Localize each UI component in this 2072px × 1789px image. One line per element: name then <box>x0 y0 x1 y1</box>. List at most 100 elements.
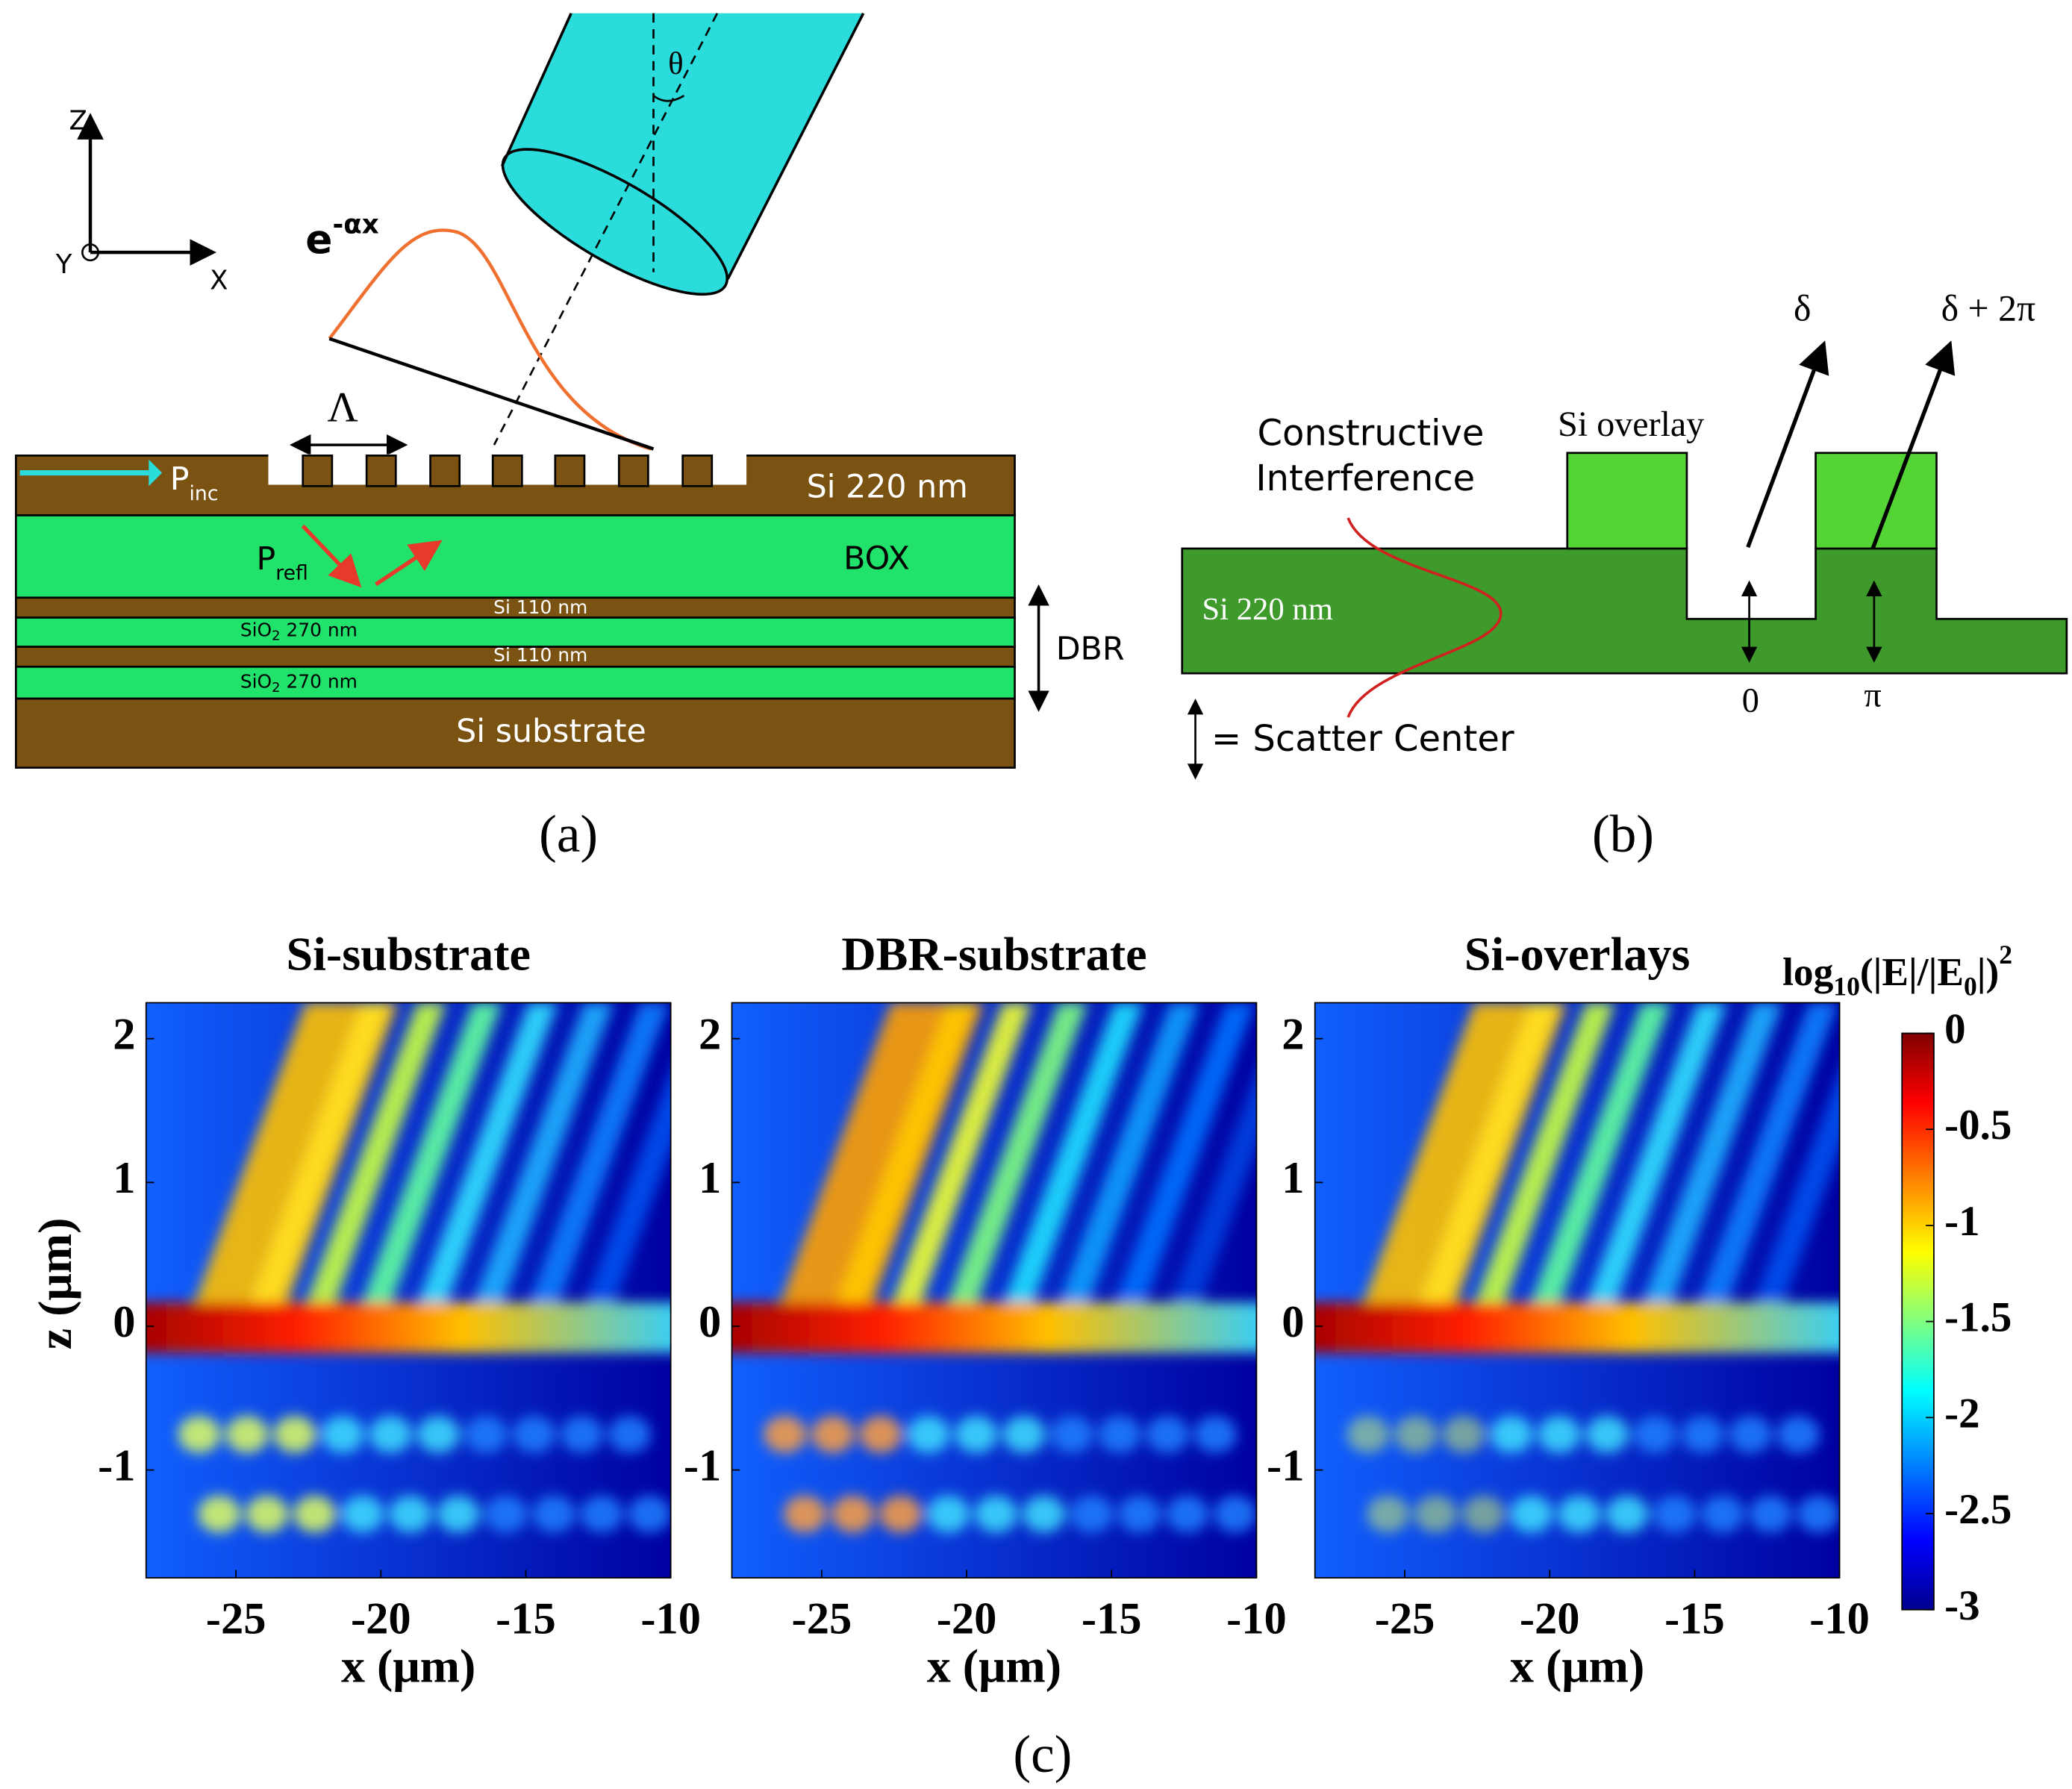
sio2-rest: 270 nm <box>281 619 358 640</box>
field-blob <box>1050 1415 1093 1453</box>
field-blob <box>1002 1415 1046 1453</box>
x-tick-label: -15 <box>1664 1593 1725 1643</box>
plot-title: DBR-substrate <box>841 928 1146 981</box>
field-blob <box>1558 1495 1601 1533</box>
field-blob <box>341 1495 384 1533</box>
field-blob <box>1585 1415 1629 1453</box>
y-tick-label: 0 <box>699 1297 721 1347</box>
box-label: BOX <box>843 540 910 577</box>
field-blob <box>831 1495 874 1533</box>
constructive-label: Constructive <box>1257 413 1484 455</box>
y-tick-label: -1 <box>1267 1440 1304 1490</box>
si-overlay <box>1814 452 1938 550</box>
colorbar-label-part: (|E|/|E <box>1860 949 1964 994</box>
field-blob <box>764 1415 807 1453</box>
field-blob <box>437 1495 480 1533</box>
field-blob <box>198 1495 241 1533</box>
field-stripe <box>1466 1002 1615 1326</box>
field-stripe <box>883 1002 1032 1326</box>
x-tick-label: -25 <box>792 1593 852 1643</box>
p-refl-base: P <box>256 540 275 577</box>
field-blob <box>1462 1495 1505 1533</box>
field-stripe <box>297 1002 446 1326</box>
field-blob <box>1797 1495 1840 1533</box>
field-blob <box>1414 1495 1458 1533</box>
p-refl-sub: refl <box>275 561 308 584</box>
x-tick-label: -15 <box>496 1593 556 1643</box>
field-blob <box>1347 1415 1390 1453</box>
field-blur <box>731 1002 1257 1533</box>
field-blob <box>389 1495 432 1533</box>
field-stripe <box>827 1002 976 1326</box>
field-blob <box>416 1415 460 1453</box>
field-blob <box>1776 1415 1820 1453</box>
field-blob <box>608 1415 651 1453</box>
field-blob <box>1367 1495 1410 1533</box>
x-axis-label: x (μm) <box>927 1639 1061 1692</box>
colorbar-tick-label: 0 <box>1944 1006 1965 1053</box>
field-stripe <box>1106 1002 1255 1326</box>
y-tick-label: 0 <box>1282 1297 1304 1347</box>
panel-label: (b) <box>1592 805 1654 864</box>
x-tick-label: -25 <box>1375 1593 1435 1643</box>
x-label: X <box>210 265 228 296</box>
field-blob <box>484 1495 528 1533</box>
legend-label: = Scatter Center <box>1211 718 1514 760</box>
plot-title: Si-substrate <box>287 928 531 981</box>
period-label: Λ <box>327 384 358 431</box>
sio2-base: SiO <box>240 671 272 693</box>
phase-0-label: 0 <box>1742 682 1759 720</box>
field-stripe <box>353 1002 502 1326</box>
field-blob <box>1166 1495 1209 1533</box>
y-axis-symbol <box>81 243 100 262</box>
delta-2pi-label: δ + 2π <box>1941 288 2036 329</box>
x-tick-label: -15 <box>1082 1593 1142 1643</box>
reflected-arrow <box>375 540 443 587</box>
field-blob <box>783 1495 826 1533</box>
p-inc-arrowhead <box>149 459 163 487</box>
colorbar-label-part: |) <box>1977 949 2000 994</box>
field-stripe <box>1689 1002 1838 1326</box>
y-tick-label: -1 <box>684 1440 721 1490</box>
colorbar-label-part: 10 <box>1833 972 1860 1002</box>
colorbar-tick-label: -2.5 <box>1944 1486 2012 1533</box>
field-blob <box>1394 1415 1438 1453</box>
field-stripe <box>576 1071 671 1326</box>
beam <box>502 13 864 279</box>
si-label: Si 220 nm <box>1202 592 1333 627</box>
x-axis-label: x (μm) <box>341 1639 475 1692</box>
field-stripe <box>1578 1002 1727 1326</box>
y-label: Y <box>55 249 72 280</box>
field-stripe <box>1745 1071 1840 1326</box>
sio2-layer <box>15 665 1016 700</box>
field-stripe <box>939 1002 1088 1326</box>
heatmap-field <box>146 1002 671 1579</box>
phase-arrow <box>1870 340 1956 549</box>
field-stripe <box>1410 1002 1560 1326</box>
field-stripe <box>1162 1071 1257 1326</box>
plot-frame <box>145 1002 672 1579</box>
p-refl-label: Prefl <box>256 540 308 584</box>
x-tick-label: -25 <box>206 1593 266 1643</box>
field-blob <box>369 1415 412 1453</box>
beam-edge <box>501 13 572 167</box>
field-stripe <box>1050 1002 1199 1326</box>
decay-curve <box>328 228 652 451</box>
field-blob <box>927 1495 970 1533</box>
mode-profile <box>1347 517 1502 718</box>
field-blob <box>321 1415 364 1453</box>
field-blob <box>225 1415 269 1453</box>
panel-c: log10(|E|/|E0|)2 (c) -25 -20 -15 -10210-1Si… <box>28 928 2012 1785</box>
y-tick-label: 2 <box>1282 1010 1304 1060</box>
field-band <box>1314 1302 1840 1353</box>
field-blob <box>560 1415 603 1453</box>
x-tick-label: -10 <box>640 1593 701 1643</box>
y-tick-label: 2 <box>113 1010 135 1060</box>
y-tick-label: -1 <box>98 1440 135 1490</box>
si-110-label: Si 110 nm <box>493 596 587 618</box>
field-blob <box>1118 1495 1161 1533</box>
field-blob <box>1490 1415 1533 1453</box>
sio2-rest: 270 nm <box>281 671 358 693</box>
field-stripe <box>1522 1002 1671 1326</box>
